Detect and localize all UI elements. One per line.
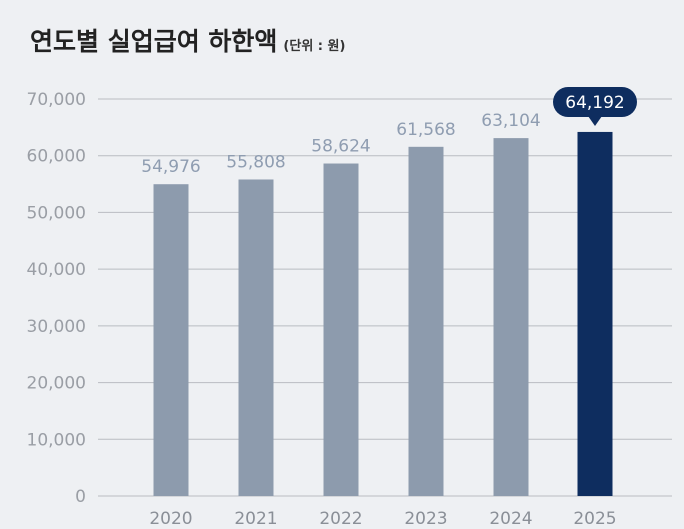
y-tick-label-20000: 20,000 (27, 374, 86, 394)
x-tick-label-2023: 2023 (404, 509, 447, 529)
y-tick-label-60000: 60,000 (27, 147, 86, 167)
data-label-2020: 54,976 (141, 157, 200, 177)
bar-2023[interactable] (408, 146, 444, 497)
data-label-2025: 64,192 (565, 93, 624, 113)
highlight-bubble-pointer (588, 116, 602, 126)
x-tick-label-2020: 2020 (149, 509, 192, 529)
y-tick-label-70000: 70,000 (27, 90, 86, 110)
bar-2021[interactable] (238, 179, 274, 497)
x-tick-label-2024: 2024 (489, 509, 532, 529)
unit-label: (단위 : 원) (283, 39, 346, 54)
data-label-2023: 61,568 (396, 120, 455, 140)
highlight-bubble (553, 87, 637, 117)
bar-2025[interactable] (577, 131, 613, 497)
y-tick-label-40000: 40,000 (27, 260, 86, 280)
data-label-2021: 55,808 (226, 152, 285, 172)
y-tick-label-30000: 30,000 (27, 317, 86, 337)
bar-2024[interactable] (493, 138, 529, 496)
y-tick-label-10000: 10,000 (27, 430, 86, 450)
x-tick-label-2022: 2022 (319, 509, 362, 529)
x-tick-label-2025: 2025 (573, 509, 616, 529)
y-tick-label-0: 0 (75, 487, 86, 507)
bar-2020[interactable] (153, 184, 189, 496)
chart-title: 연도별 실업급여 하한액 (단위 : 원) (30, 22, 345, 58)
data-label-2024: 63,104 (481, 111, 540, 131)
data-label-2022: 58,624 (311, 137, 370, 157)
x-tick-label-2021: 2021 (234, 509, 277, 529)
bar-2022[interactable] (323, 163, 359, 496)
y-tick-label-50000: 50,000 (27, 203, 86, 223)
chart-title-text: 연도별 실업급여 하한액 (30, 27, 278, 56)
